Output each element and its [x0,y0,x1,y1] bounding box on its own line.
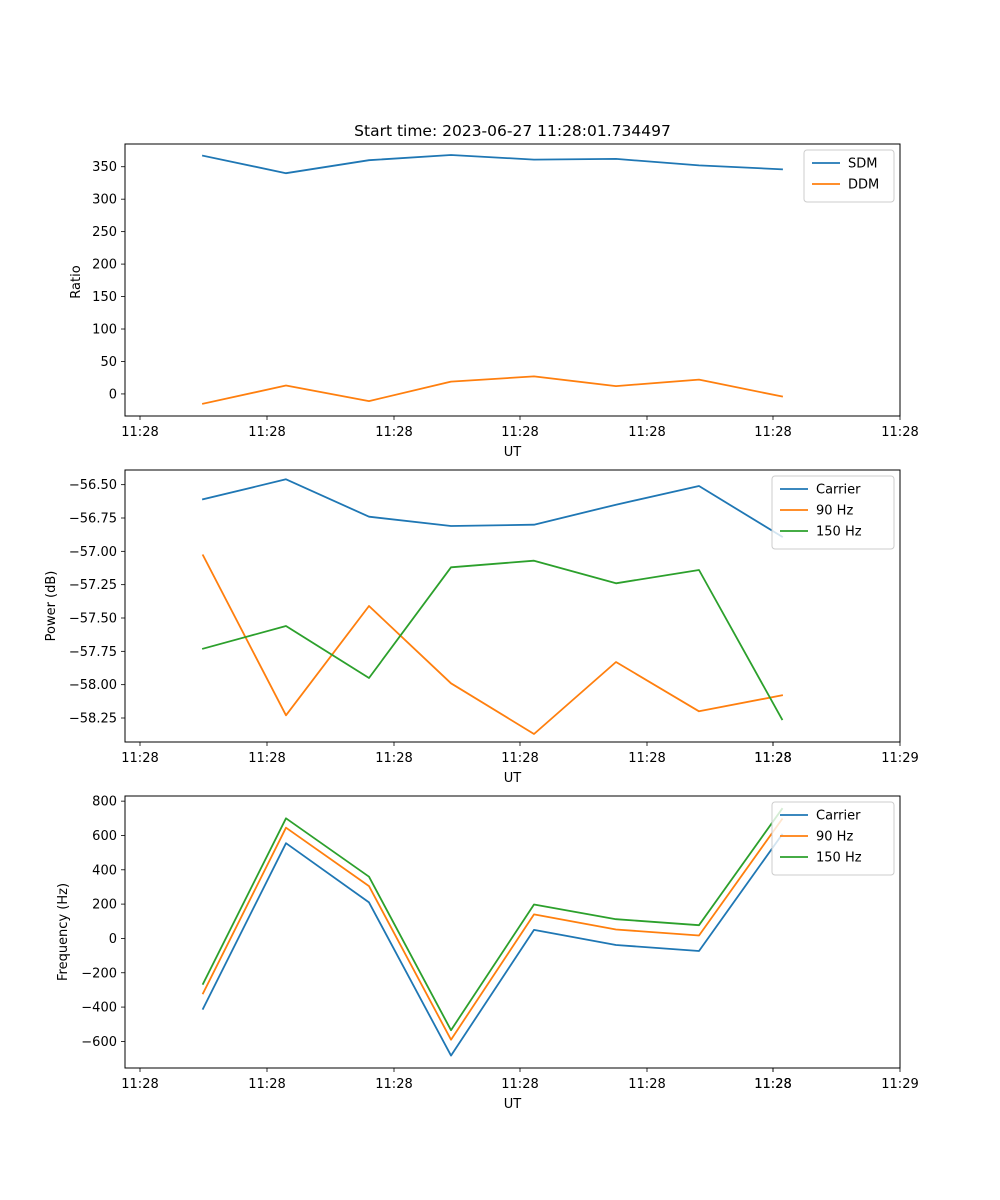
frequency-y-tick-label: 0 [109,932,117,947]
frequency-x-tick-label: 11:29 [881,1077,918,1092]
power-legend-150-hz-label: 150 Hz [816,525,862,540]
ratio-x-tick-label: 11:28 [628,425,665,440]
frequency-y-tick-label: −600 [81,1035,117,1050]
frequency-y-axis-label: Frequency (Hz) [56,883,71,981]
power-y-tick-label: −57.25 [69,578,117,593]
power-x-tick-label: 11:28 [375,751,412,766]
ratio-x-tick-label: 11:28 [501,425,538,440]
ratio-y-tick-label: 300 [92,193,117,208]
power-legend: Carrier 90 Hz 150 Hz [771,475,895,550]
frequency-x-tick-label: 11:28 [501,1077,538,1092]
ratio-y-tick-label: 0 [109,387,117,402]
frequency-y-tick-label: 200 [92,898,117,913]
frequency-x-axis-label: UT [504,1097,522,1112]
ratio-x-tick-label: 11:28 [375,425,412,440]
ratio-axes-frame [124,143,901,417]
power-x-tick-label: 11:28 [501,751,538,766]
ratio-x-axis-label: UT [504,445,522,460]
ratio-series-ddm-line [201,375,784,405]
ratio-x-tick-label: 11:28 [881,425,918,440]
power-axes-frame [124,469,901,743]
power-y-tick-label: −56.75 [69,512,117,527]
power-series-90-hz-line [201,554,784,735]
ratio-series-sdm-line [201,154,783,175]
power-x-tick-label: 11:28 [121,751,158,766]
ratio-x-tick-label: 11:28 [121,425,158,440]
ratio-legend-ddm-label: DDM [848,178,879,193]
frequency-y-tick-label: 400 [92,863,117,878]
power-x-tick-label: 11:29 [881,751,918,766]
ratio-y-tick-label: 100 [92,323,117,338]
power-y-axis-label: Power (dB) [44,571,59,642]
power-x-tick-label: 11:28 [754,751,791,766]
frequency-legend-carrier-label: Carrier [816,809,861,824]
power-y-tick-label: −58.00 [69,678,117,693]
ratio-panel: Ratio UT 11:28 11:28 11:28 11:28 11:28 11:28 1… [69,143,919,460]
power-x-tick-label: 11:28 [248,751,285,766]
frequency-legend-150-hz-label: 150 Hz [816,851,862,866]
frequency-axes-frame [124,795,901,1069]
power-legend-90-hz-label: 90 Hz [816,504,853,519]
frequency-y-tick-label: −200 [81,966,117,981]
power-panel: Power (dB) UT 11:28 11:28 11:28 11:28 11:28 1… [44,469,919,786]
frequency-x-tick-label: 11:28 [121,1077,158,1092]
power-series-carrier-line [201,478,784,538]
frequency-legend: Carrier 90 Hz 150 Hz [771,801,895,876]
ratio-y-tick-label: 50 [100,355,117,370]
power-y-tick-label: −57.00 [69,545,117,560]
frequency-y-tick-label: 600 [92,829,117,844]
ratio-y-tick-label: 350 [92,160,117,175]
frequency-x-tick-label: 11:28 [248,1077,285,1092]
power-y-tick-label: −58.25 [69,712,117,727]
frequency-x-tick-label: 11:28 [375,1077,412,1092]
ratio-x-tick-label: 11:28 [248,425,285,440]
ratio-legend-sdm-label: SDM [848,157,877,172]
ratio-y-axis-label: Ratio [69,265,84,298]
frequency-y-tick-label: −400 [81,1001,117,1016]
frequency-legend-90-hz-label: 90 Hz [816,830,853,845]
power-y-tick-label: −56.50 [69,478,117,493]
frequency-series-90-hz-line [201,817,784,1041]
frequency-x-tick-label: 11:28 [628,1077,665,1092]
power-x-tick-label: 11:28 [754,751,791,766]
ratio-legend: SDM DDM [803,149,895,203]
frequency-panel: Frequency (Hz) UT 11:28 11:28 11:28 11:28 11… [56,795,919,1112]
frequency-x-tick-label: 11:28 [754,1077,791,1092]
power-x-tick-label: 11:28 [628,751,665,766]
frequency-y-tick-label: 800 [92,795,117,810]
frequency-x-tick-label: 11:28 [754,1077,791,1092]
frequency-series-150-hz-line [201,807,784,1032]
power-y-tick-label: −57.75 [69,645,117,660]
ratio-x-tick-label: 11:28 [754,425,791,440]
power-x-axis-label: UT [504,771,522,786]
ratio-y-tick-label: 250 [92,225,117,240]
figure-title: Start time: 2023-06-27 11:28:01.734497 [354,122,671,140]
ratio-y-tick-label: 150 [92,290,117,305]
ratio-y-tick-label: 200 [92,258,117,273]
power-legend-carrier-label: Carrier [816,483,861,498]
power-series-150-hz-line [201,559,784,721]
power-y-tick-label: −57.50 [69,612,117,627]
frequency-series-carrier-line [201,833,784,1057]
